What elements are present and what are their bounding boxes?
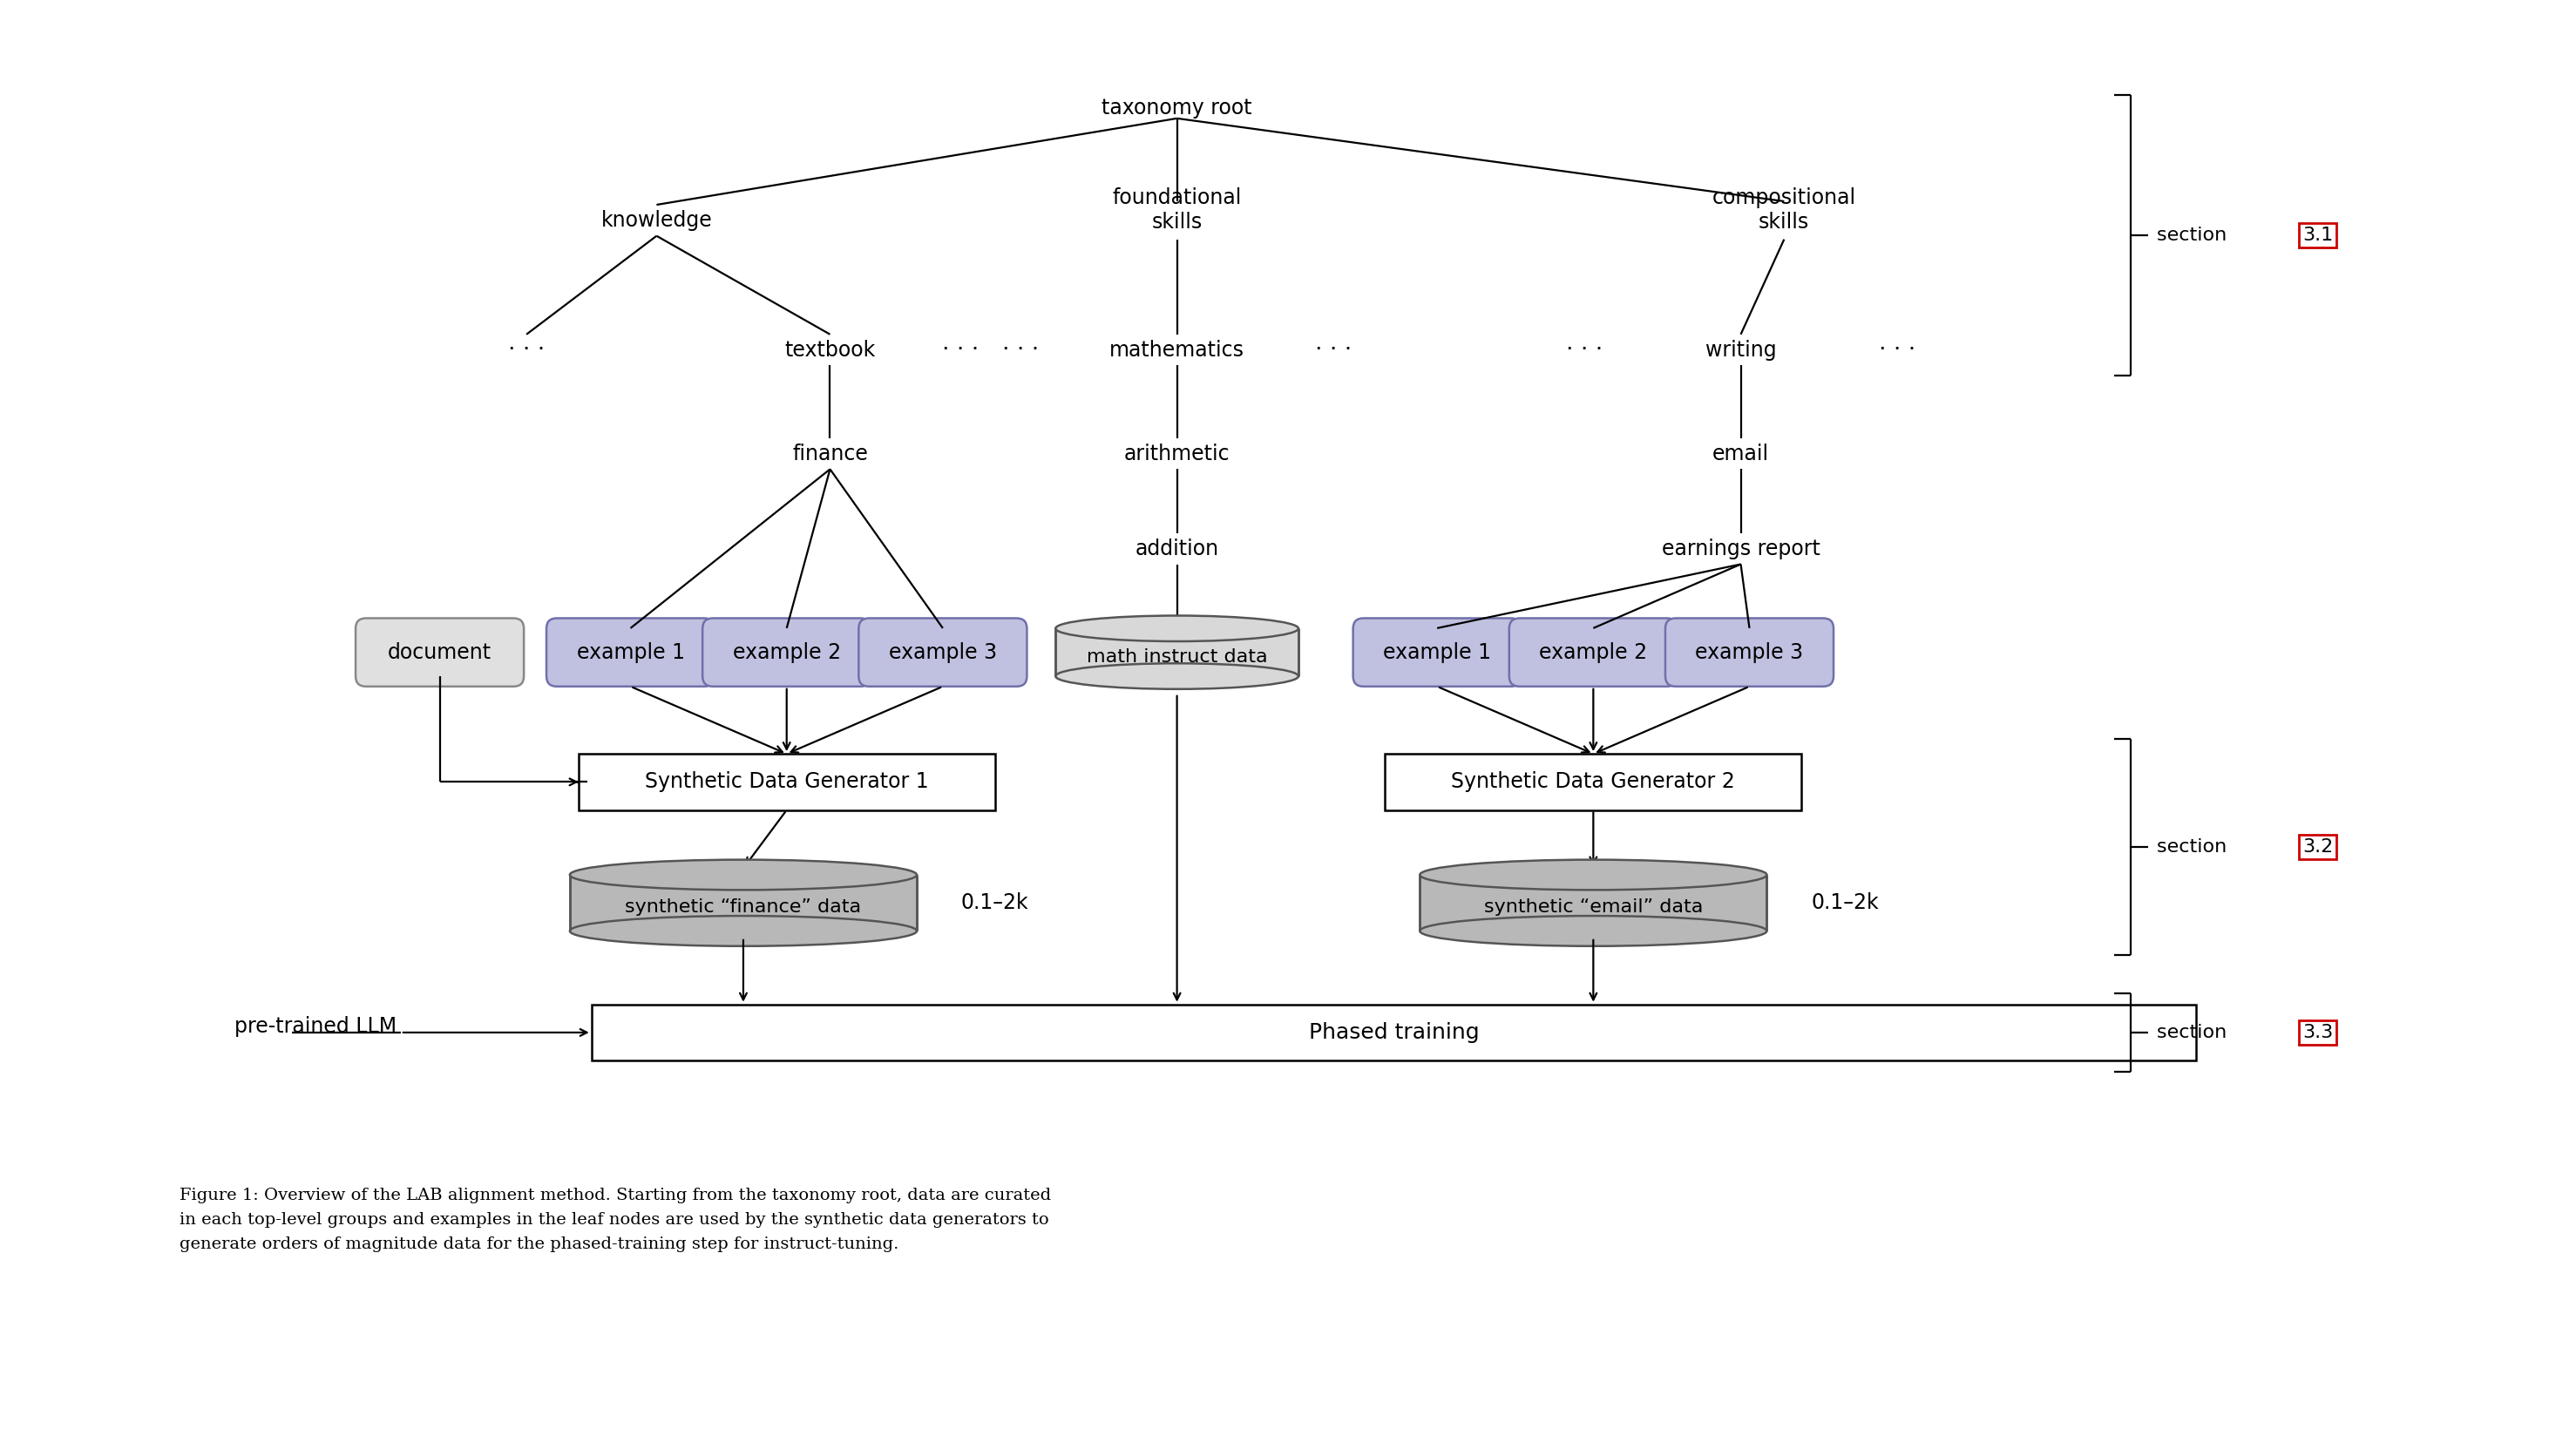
FancyBboxPatch shape [1352,619,1522,686]
Ellipse shape [1419,916,1767,946]
Text: Phased training: Phased training [1309,1022,1479,1043]
Text: example 3: example 3 [1695,642,1803,663]
Ellipse shape [1419,860,1767,890]
Text: · · ·: · · · [943,339,979,362]
Text: textbook: textbook [786,339,876,360]
Text: compositional
skills: compositional skills [1713,187,1857,233]
Text: synthetic “email” data: synthetic “email” data [1484,899,1703,916]
Text: 3.3: 3.3 [2303,1024,2334,1041]
FancyBboxPatch shape [546,619,714,686]
Ellipse shape [569,860,917,890]
Text: 3.1: 3.1 [2303,227,2334,244]
FancyBboxPatch shape [355,619,523,686]
Text: pre-trained LLM: pre-trained LLM [234,1017,397,1037]
Text: finance: finance [793,444,868,464]
Bar [1419,875,1767,931]
Text: example 2: example 2 [732,642,840,663]
Text: synthetic “finance” data: synthetic “finance” data [626,899,860,916]
Bar [592,1004,2197,1061]
Text: foundational
skills: foundational skills [1113,187,1242,233]
Text: Figure 1: Overview of the LAB alignment method. Starting from the taxonomy root,: Figure 1: Overview of the LAB alignment … [180,1188,1051,1252]
Text: · · ·: · · · [507,339,546,362]
Text: example 3: example 3 [889,642,997,663]
Text: · · ·: · · · [1002,339,1038,362]
FancyBboxPatch shape [1510,619,1677,686]
FancyBboxPatch shape [703,619,871,686]
Text: email: email [1713,444,1770,464]
Text: addition: addition [1136,538,1218,559]
Text: 0.1–2k: 0.1–2k [1811,892,1878,913]
Text: taxonomy root: taxonomy root [1103,98,1252,118]
Text: 3.2: 3.2 [2303,839,2334,856]
Ellipse shape [569,916,917,946]
FancyBboxPatch shape [1664,619,1834,686]
Text: example 1: example 1 [1383,642,1492,663]
Ellipse shape [1056,663,1298,689]
Text: math instruct data: math instruct data [1087,648,1267,665]
Bar [569,875,917,931]
Bar [580,754,994,810]
Text: · · ·: · · · [1566,339,1602,362]
Text: · · ·: · · · [1878,339,1917,362]
Text: · · ·: · · · [1314,339,1352,362]
Text: writing: writing [1705,339,1777,360]
Text: knowledge: knowledge [600,210,711,231]
Text: example 2: example 2 [1540,642,1649,663]
Ellipse shape [1056,616,1298,642]
Text: Synthetic Data Generator 2: Synthetic Data Generator 2 [1450,771,1736,793]
Text: arithmetic: arithmetic [1123,444,1229,464]
Text: section: section [2156,1024,2233,1041]
Text: earnings report: earnings report [1662,538,1821,559]
Text: Synthetic Data Generator 1: Synthetic Data Generator 1 [644,771,927,793]
Text: section: section [2156,839,2233,856]
Text: section: section [2156,227,2233,244]
Bar [1386,754,1801,810]
Text: example 1: example 1 [577,642,685,663]
Text: mathematics: mathematics [1110,339,1244,360]
Text: 0.1–2k: 0.1–2k [961,892,1028,913]
FancyBboxPatch shape [858,619,1028,686]
Bar [1056,629,1298,676]
Text: document: document [389,642,492,663]
